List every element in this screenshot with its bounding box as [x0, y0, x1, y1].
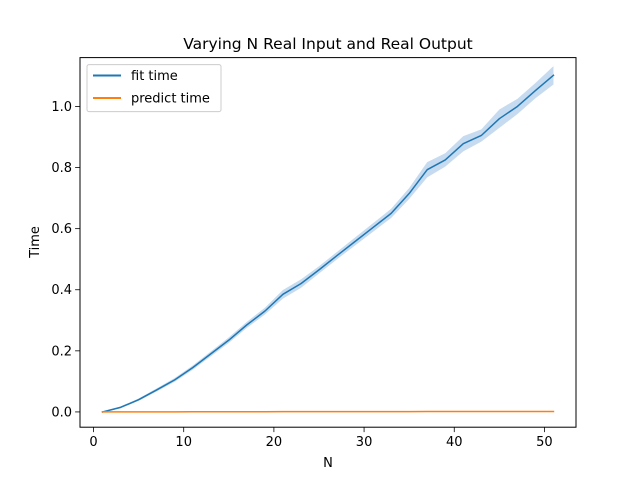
x-tick-label: 20 [266, 435, 283, 450]
axes-frame [79, 57, 577, 428]
y-axis-ticks: 0.0 0.2 0.4 0.6 0.8 1.0 [51, 100, 80, 420]
y-tick-label: 0.2 [51, 344, 72, 359]
y-tick-label: 0.4 [51, 283, 72, 298]
x-axis-ticks: 0 10 20 30 40 50 [89, 427, 553, 450]
x-tick-label: 0 [89, 435, 97, 450]
y-tick-label: 0.6 [51, 222, 72, 237]
legend-label-predict-time: predict time [131, 92, 210, 107]
x-tick-label: 10 [175, 435, 192, 450]
x-tick-label: 50 [536, 435, 553, 450]
x-tick-label: 30 [356, 435, 373, 450]
y-tick-label: 1.0 [51, 100, 72, 115]
x-tick-label: 40 [446, 435, 463, 450]
x-axis-label: N [323, 456, 333, 471]
y-axis-label: Time [28, 226, 43, 259]
y-tick-label: 0.8 [51, 161, 72, 176]
legend: fit time predict time [86, 64, 222, 113]
fit-time-line [101, 74, 555, 413]
y-tick-label: 0.0 [51, 405, 72, 420]
chart-title: Varying N Real Input and Real Output [183, 35, 473, 53]
plot-area [101, 66, 555, 413]
legend-label-fit-time: fit time [131, 69, 178, 84]
